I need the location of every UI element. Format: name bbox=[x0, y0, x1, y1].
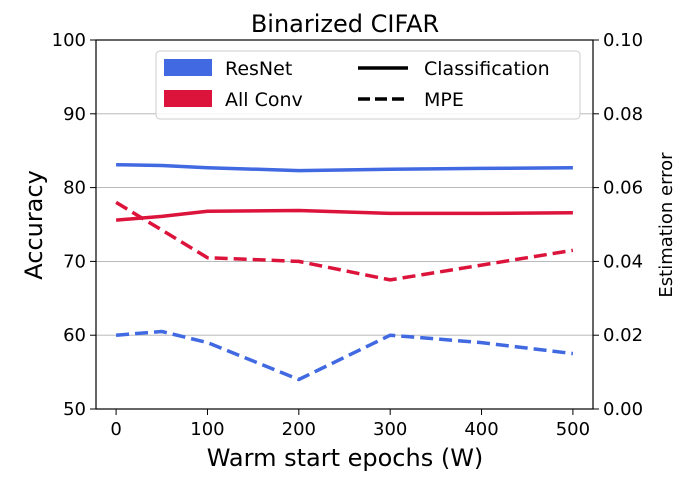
legend-entry-classification: Classification bbox=[358, 58, 550, 80]
x-tick-label: 500 bbox=[556, 419, 590, 440]
legend-label-allconv: All Conv bbox=[225, 89, 303, 111]
right-tick-label: 0.10 bbox=[603, 30, 643, 51]
right-tick-label: 0.04 bbox=[603, 251, 643, 272]
right-tick-label: 0.08 bbox=[603, 104, 643, 125]
left-tick-label: 100 bbox=[52, 30, 86, 51]
legend-entry-resnet: ResNet bbox=[164, 58, 292, 80]
left-axis-ticks: 50 60 70 80 90 100 bbox=[52, 30, 96, 420]
series-line-all-conv-classification bbox=[115, 208, 573, 222]
legend-swatch-allconv bbox=[164, 90, 212, 107]
legend-entry-mpe: MPE bbox=[358, 89, 464, 111]
left-tick-label: 80 bbox=[63, 178, 86, 199]
y2-axis-title: Estimation error bbox=[656, 152, 677, 298]
y-axis-title: Accuracy bbox=[20, 170, 48, 280]
legend-box bbox=[155, 50, 581, 120]
legend: ResNet All Conv Classification MPE bbox=[155, 50, 581, 120]
legend-label-resnet: ResNet bbox=[225, 58, 292, 80]
right-tick-label: 0.02 bbox=[603, 325, 643, 346]
x-tick-label: 100 bbox=[190, 419, 224, 440]
x-tick-label: 300 bbox=[373, 419, 407, 440]
right-tick-label: 0.00 bbox=[603, 399, 643, 420]
legend-label-mpe: MPE bbox=[424, 89, 464, 111]
x-tick-label: 400 bbox=[464, 419, 498, 440]
legend-entry-allconv: All Conv bbox=[164, 89, 303, 111]
series-line-resnet-mpe bbox=[115, 329, 574, 382]
legend-label-classification: Classification bbox=[424, 58, 550, 80]
series-lines bbox=[115, 162, 574, 382]
series-line-all-conv-mpe bbox=[115, 200, 574, 282]
left-tick-label: 90 bbox=[63, 104, 86, 125]
right-tick-label: 0.06 bbox=[603, 178, 643, 199]
chart-title: Binarized CIFAR bbox=[251, 10, 439, 38]
x-tick-label: 0 bbox=[110, 419, 121, 440]
series-line-resnet-classification bbox=[116, 162, 573, 173]
left-tick-label: 70 bbox=[63, 251, 86, 272]
left-tick-label: 50 bbox=[63, 399, 86, 420]
x-axis-title: Warm start epochs (W) bbox=[207, 444, 484, 472]
left-tick-label: 60 bbox=[63, 325, 86, 346]
legend-swatch-resnet bbox=[164, 59, 212, 76]
plot-frame bbox=[95, 39, 594, 410]
x-tick-label: 200 bbox=[282, 419, 316, 440]
right-axis-ticks: 0.00 0.02 0.04 0.06 0.08 0.10 bbox=[593, 30, 643, 420]
x-axis-ticks: 0 100 200 300 400 500 bbox=[110, 409, 590, 440]
